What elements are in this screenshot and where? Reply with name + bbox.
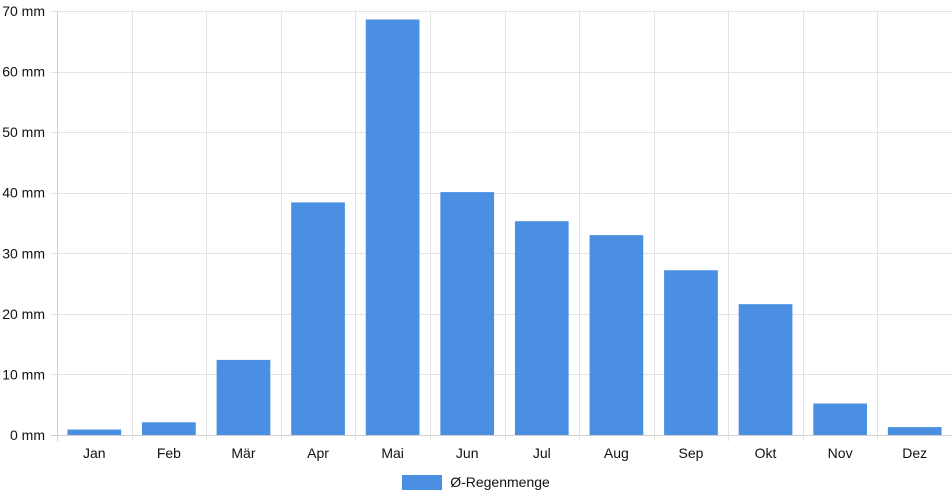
x-tick-label: Mai <box>381 445 404 461</box>
legend-swatch <box>402 474 443 490</box>
x-tick-label: Jul <box>533 445 551 461</box>
y-tick-label: 60 mm <box>2 64 45 80</box>
x-axis: Jan Feb Mär Apr Mai Jun Jul Aug Sep Okt Nov Dez <box>83 445 927 461</box>
bar-jun[interactable] <box>440 192 495 435</box>
legend-label: Ø-Regenmenge <box>450 474 550 490</box>
bar-dez[interactable] <box>887 427 942 435</box>
x-tick-label: Jan <box>83 445 106 461</box>
x-tick-label: Mär <box>231 445 255 461</box>
bar-mär[interactable] <box>216 359 271 435</box>
y-tick-label: 10 mm <box>2 366 45 382</box>
x-tick-label: Dez <box>902 445 927 461</box>
x-tick-label: Jun <box>456 445 479 461</box>
x-tick-label: Sep <box>678 445 703 461</box>
bar-sep[interactable] <box>664 270 718 435</box>
y-tick-label: 70 mm <box>2 3 45 19</box>
bar-jul[interactable] <box>514 221 569 435</box>
x-tick-label: Nov <box>828 445 853 461</box>
x-tick-label: Aug <box>604 445 629 461</box>
y-tick-label: 50 mm <box>2 124 45 140</box>
legend: Ø-Regenmenge <box>0 472 952 492</box>
bar-aug[interactable] <box>589 235 644 435</box>
y-tick-label: 40 mm <box>2 185 45 201</box>
grid-layer <box>51 11 952 441</box>
bar-feb[interactable] <box>142 422 196 435</box>
bar-apr[interactable] <box>291 202 345 435</box>
bar-mai[interactable] <box>365 19 420 435</box>
bar-layer <box>67 19 942 435</box>
y-tick-label: 30 mm <box>2 245 45 261</box>
bar-nov[interactable] <box>813 403 867 435</box>
x-tick-label: Apr <box>307 445 329 461</box>
x-tick-label: Feb <box>157 445 181 461</box>
y-axis: 0 mm 10 mm 20 mm 30 mm 40 mm 50 mm 60 mm 70 mm <box>2 3 45 443</box>
y-tick-label: 20 mm <box>2 306 45 322</box>
x-tick-label: Okt <box>755 445 777 461</box>
bar-okt[interactable] <box>738 304 793 435</box>
y-tick-label: 0 mm <box>10 427 45 443</box>
bar-jan[interactable] <box>67 429 122 435</box>
